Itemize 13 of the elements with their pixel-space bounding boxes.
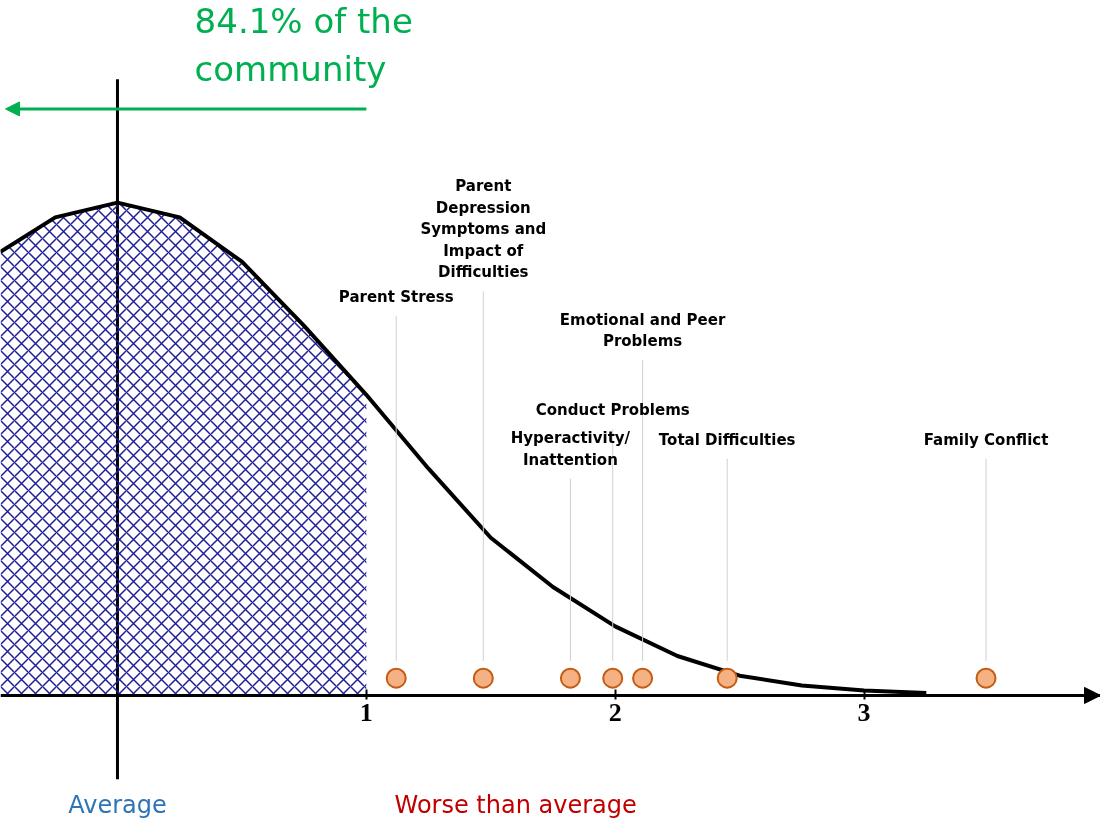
annotation: Parent Depression Symptoms and Impact of Difficulties: [420, 177, 547, 282]
x-tick-label: 1: [359, 698, 373, 728]
annotation: Emotional and Peer Problems: [559, 310, 726, 351]
annotation: Family Conflict: [923, 431, 1049, 449]
annotation: Total Difficulties: [658, 431, 796, 449]
annotation: Parent Stress: [338, 288, 454, 307]
x-tick-label: 2: [608, 698, 622, 728]
text: Worse than average: [394, 790, 637, 819]
x-tick-label: 3: [857, 698, 871, 728]
text: Average: [68, 790, 167, 819]
text: 84.1% of the community: [194, 1, 413, 90]
annotation: Hyperactivity/ Inattention: [510, 429, 631, 469]
annotation: Conduct Problems: [535, 401, 690, 420]
